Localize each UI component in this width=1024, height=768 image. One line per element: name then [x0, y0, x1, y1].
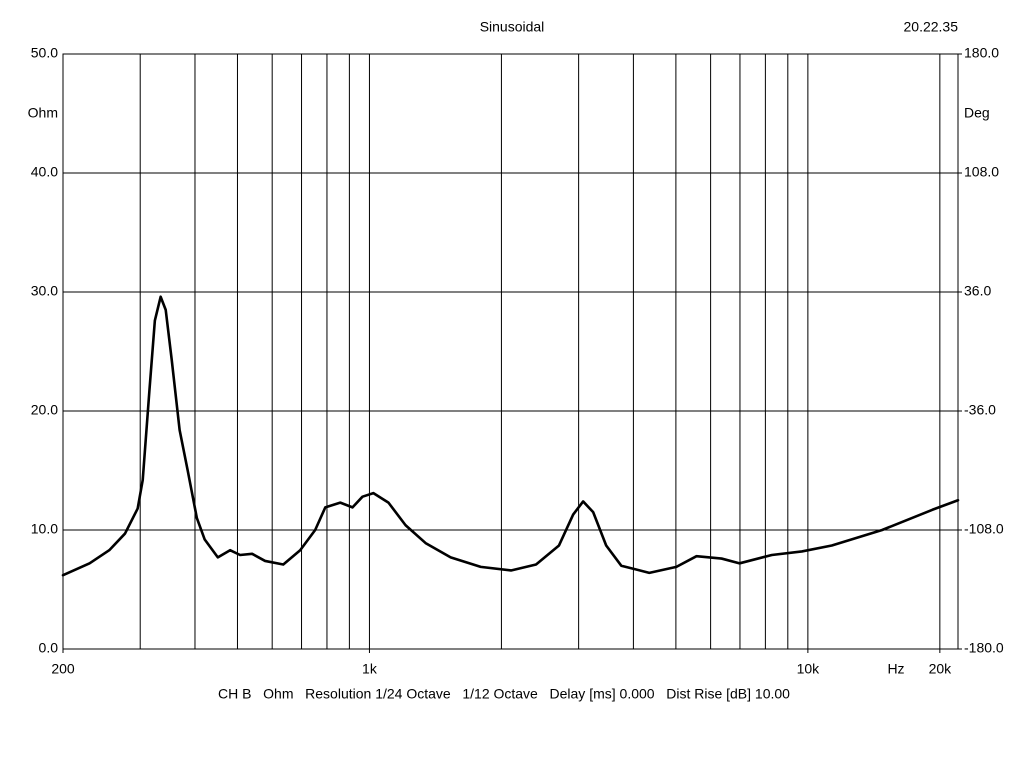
- timestamp: 20.22.35: [904, 19, 959, 35]
- y-tick-label: 50.0: [31, 45, 58, 61]
- y-tick-label: 40.0: [31, 164, 58, 180]
- footer-info: CH B Ohm Resolution 1/24 Octave 1/12 Oct…: [218, 686, 790, 702]
- y2-tick-label: -36.0: [964, 402, 996, 418]
- y2-tick-label: -108.0: [964, 521, 1004, 537]
- y2-tick-label: 36.0: [964, 283, 991, 299]
- x-tick-label: 20k: [929, 661, 953, 677]
- y-tick-label: 30.0: [31, 283, 58, 299]
- chart-title: Sinusoidal: [480, 19, 545, 35]
- x-tick-label: 1k: [362, 661, 378, 677]
- y2-axis-label: Deg: [964, 105, 990, 121]
- impedance-curve: [61, 295, 960, 577]
- y-tick-label: 20.0: [31, 402, 58, 418]
- x-tick-label: 10k: [797, 661, 821, 677]
- y-tick-label: 10.0: [31, 521, 58, 537]
- x-unit-label: Hz: [887, 661, 904, 677]
- y2-tick-label: -180.0: [964, 640, 1004, 656]
- y-tick-label: 0.0: [39, 640, 59, 656]
- y2-tick-label: 180.0: [964, 45, 999, 61]
- y-axis-label: Ohm: [28, 105, 58, 121]
- x-tick-label: 200: [51, 661, 75, 677]
- y2-tick-label: 108.0: [964, 164, 999, 180]
